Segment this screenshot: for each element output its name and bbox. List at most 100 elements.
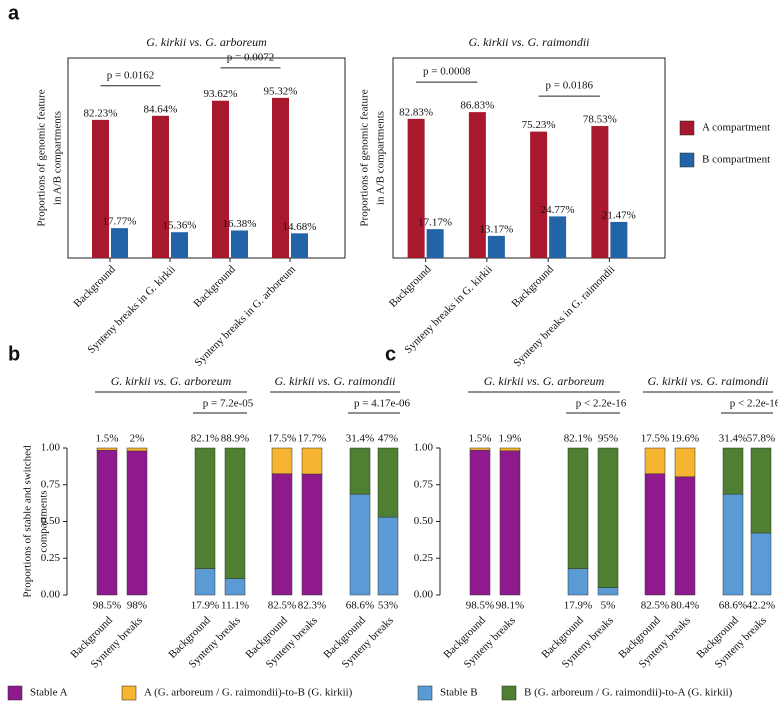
- p-value: p < 2.2e-16: [730, 398, 778, 410]
- legend-label: A compartment: [702, 122, 770, 134]
- bar: [487, 235, 505, 258]
- plot-frame: [67, 57, 346, 259]
- bar-segment: [722, 493, 744, 596]
- p-value: p = 0.0008: [423, 66, 471, 78]
- bar-segment: [644, 473, 666, 596]
- p-value: p = 0.0186: [546, 80, 594, 92]
- legend-swatch: [417, 685, 433, 701]
- y-tick-label: 1.00: [414, 442, 434, 454]
- value-label: 82.5%: [641, 600, 669, 612]
- bar-segment: [96, 449, 118, 596]
- bar-segment: [674, 447, 696, 478]
- bar-segment: [224, 578, 246, 596]
- bar: [212, 100, 229, 258]
- legend-label: Stable B: [440, 687, 478, 699]
- x-tick-label: Background: [387, 263, 434, 310]
- bar: [171, 232, 188, 258]
- y-tick-label: 0.50: [41, 515, 61, 527]
- bar-segment: [469, 447, 491, 451]
- bar-segment: [469, 449, 491, 596]
- value-label: 31.4%: [719, 433, 747, 445]
- y-tick-label: 0.50: [414, 515, 434, 527]
- bar-segment: [301, 473, 323, 596]
- value-label: 88.9%: [221, 433, 249, 445]
- chart-title: G. kirkii vs. G. raimondii: [469, 35, 590, 49]
- y-axis-label: Proportions of genomic feature: [359, 89, 371, 226]
- value-label: 17.7%: [298, 433, 326, 445]
- chart-title: G. kirkii vs. G. arboreum: [146, 35, 267, 49]
- x-tick-label: Synteny breaks in G. raimondii: [511, 263, 617, 369]
- value-label: 68.6%: [719, 600, 747, 612]
- value-label: 53%: [378, 600, 398, 612]
- y-axis-label: compartments: [38, 490, 50, 552]
- value-label: 42.2%: [747, 600, 775, 612]
- group-title: G. kirkii vs. G. arboreum: [111, 374, 232, 388]
- bar: [92, 119, 109, 258]
- value-label: 84.64%: [144, 103, 178, 115]
- bar-segment: [271, 473, 293, 596]
- value-label: 82.5%: [268, 600, 296, 612]
- value-label: 15.36%: [163, 220, 197, 232]
- bar: [530, 131, 548, 258]
- value-label: 78.53%: [583, 114, 617, 126]
- value-label: 82.83%: [399, 106, 433, 118]
- value-label: 17.77%: [103, 216, 137, 228]
- bar: [407, 118, 425, 258]
- y-axis-label: in A/B compartments: [52, 111, 64, 205]
- value-label: 75.23%: [522, 119, 556, 131]
- y-axis-label: Proportions of stable and switched: [22, 445, 34, 598]
- bar-segment: [301, 447, 323, 475]
- bar: [272, 97, 289, 258]
- value-label: 1.5%: [469, 433, 492, 445]
- value-label: 16.38%: [223, 218, 257, 230]
- value-label: 86.83%: [460, 100, 494, 112]
- value-label: 17.9%: [191, 600, 219, 612]
- bar-segment: [597, 587, 619, 596]
- bar: [591, 126, 609, 258]
- bar-segment: [377, 516, 399, 596]
- bar: [291, 233, 308, 258]
- p-value: p = 4.17e-06: [354, 398, 410, 410]
- y-tick-label: 0.75: [41, 478, 61, 490]
- x-tick-label: Background: [510, 263, 557, 310]
- legend-swatch: [501, 685, 517, 701]
- bar-segment: [567, 568, 589, 596]
- bar: [426, 229, 444, 258]
- value-label: 57.8%: [747, 433, 775, 445]
- bar-segment: [126, 447, 148, 452]
- value-label: 19.6%: [671, 433, 699, 445]
- value-label: 17.17%: [418, 217, 452, 229]
- group-title: G. kirkii vs. G. arboreum: [484, 374, 605, 388]
- value-label: 31.4%: [346, 433, 374, 445]
- y-tick-label: 0.25: [41, 552, 61, 564]
- y-axis-label: Proportions of genomic feature: [36, 89, 48, 226]
- y-tick-label: 1.00: [41, 442, 61, 454]
- x-tick-label: Background: [71, 263, 118, 310]
- x-tick-label: Background: [191, 263, 238, 310]
- panel-label: c: [385, 343, 396, 365]
- bar: [231, 230, 248, 258]
- value-label: 98.5%: [93, 600, 121, 612]
- value-label: 98%: [127, 600, 147, 612]
- value-label: 5%: [601, 600, 616, 612]
- group-title: G. kirkii vs. G. raimondii: [648, 374, 769, 388]
- value-label: 11.1%: [221, 600, 249, 612]
- p-value: p = 0.0072: [227, 51, 274, 63]
- bar-segment: [194, 568, 216, 596]
- bar: [610, 221, 628, 258]
- value-label: 93.62%: [204, 88, 238, 100]
- value-label: 1.5%: [96, 433, 119, 445]
- bar-segment: [750, 532, 772, 596]
- value-label: 1.9%: [499, 433, 522, 445]
- bar-segment: [750, 447, 772, 534]
- bar-segment: [597, 447, 619, 588]
- legend-swatch: [679, 120, 695, 136]
- p-value: p < 2.2e-16: [576, 398, 627, 410]
- value-label: 24.77%: [541, 204, 575, 216]
- value-label: 17.5%: [268, 433, 296, 445]
- value-label: 21.47%: [602, 209, 636, 221]
- legend-swatch: [121, 685, 137, 701]
- y-tick-label: 0.25: [414, 552, 434, 564]
- bar-segment: [224, 447, 246, 579]
